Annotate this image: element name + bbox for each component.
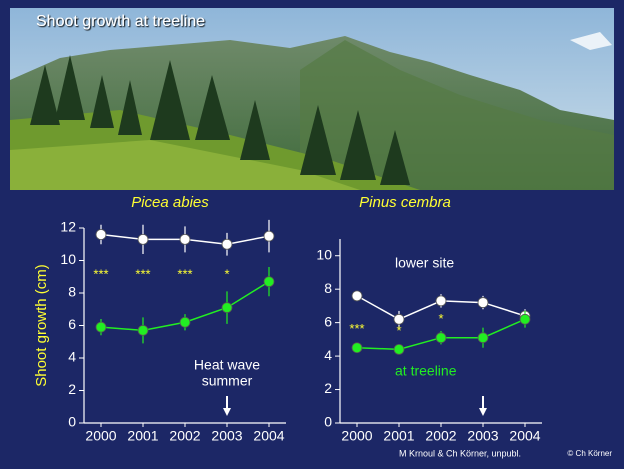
x-tick-label: 2000 — [341, 428, 372, 444]
data-point — [221, 302, 233, 314]
data-point — [95, 229, 107, 240]
data-point — [351, 342, 363, 354]
x-tick-label: 2002 — [169, 428, 200, 444]
y-tick-label: 2 — [68, 381, 76, 397]
slide-title: Shoot growth at treeline — [36, 13, 205, 30]
significance: * — [224, 266, 229, 281]
x-tick-label: 2003 — [211, 428, 242, 444]
data-point — [179, 316, 191, 328]
data-point — [95, 321, 107, 333]
photo — [10, 8, 614, 190]
significance: *** — [93, 266, 108, 281]
arrow-head — [223, 408, 231, 416]
data-point — [263, 230, 275, 242]
significance: *** — [349, 321, 364, 336]
y-tick-label: 8 — [68, 284, 76, 300]
x-tick-label: 2001 — [127, 428, 158, 444]
data-point — [221, 238, 233, 250]
y-axis-label: Shoot growth (cm) — [33, 264, 50, 387]
x-tick-label: 2003 — [467, 428, 498, 444]
data-point — [179, 233, 191, 245]
significance: *** — [177, 266, 192, 281]
y-tick-label: 6 — [324, 313, 332, 329]
annotation: Heat wave — [194, 357, 260, 373]
data-point — [263, 276, 275, 288]
chart-title: Pinus cembra — [359, 194, 451, 211]
data-point — [435, 332, 447, 344]
y-tick-label: 0 — [68, 414, 76, 430]
arrow-head — [479, 408, 487, 416]
x-tick-label: 2001 — [383, 428, 414, 444]
series-label: lower site — [395, 255, 454, 271]
x-tick-label: 2004 — [509, 428, 540, 444]
data-point — [477, 297, 489, 308]
credit: M Krnoul & Ch Körner, unpubl. — [399, 448, 521, 458]
y-tick-label: 10 — [316, 246, 332, 262]
significance: * — [396, 323, 401, 338]
data-point — [393, 343, 405, 355]
y-tick-label: 4 — [324, 347, 332, 363]
data-point — [477, 332, 489, 344]
y-tick-label: 6 — [68, 316, 76, 332]
y-tick-label: 8 — [324, 280, 332, 296]
data-point — [137, 324, 149, 336]
y-tick-label: 2 — [324, 380, 332, 396]
data-point — [351, 290, 363, 302]
annotation: summer — [202, 373, 253, 389]
y-tick-label: 4 — [68, 349, 76, 365]
data-point — [137, 233, 149, 245]
y-tick-label: 10 — [60, 251, 76, 267]
copyright: © Ch Körner — [567, 449, 612, 458]
series-label: at treeline — [395, 363, 457, 379]
data-point — [393, 313, 405, 325]
y-tick-label: 0 — [324, 414, 332, 430]
significance: * — [438, 311, 443, 326]
data-point — [435, 295, 447, 307]
x-tick-label: 2004 — [253, 428, 284, 444]
x-tick-label: 2002 — [425, 428, 456, 444]
significance: *** — [135, 266, 150, 281]
data-point — [519, 313, 531, 325]
y-tick-label: 12 — [60, 219, 76, 235]
chart-title: Picea abies — [131, 194, 209, 211]
x-tick-label: 2000 — [85, 428, 116, 444]
